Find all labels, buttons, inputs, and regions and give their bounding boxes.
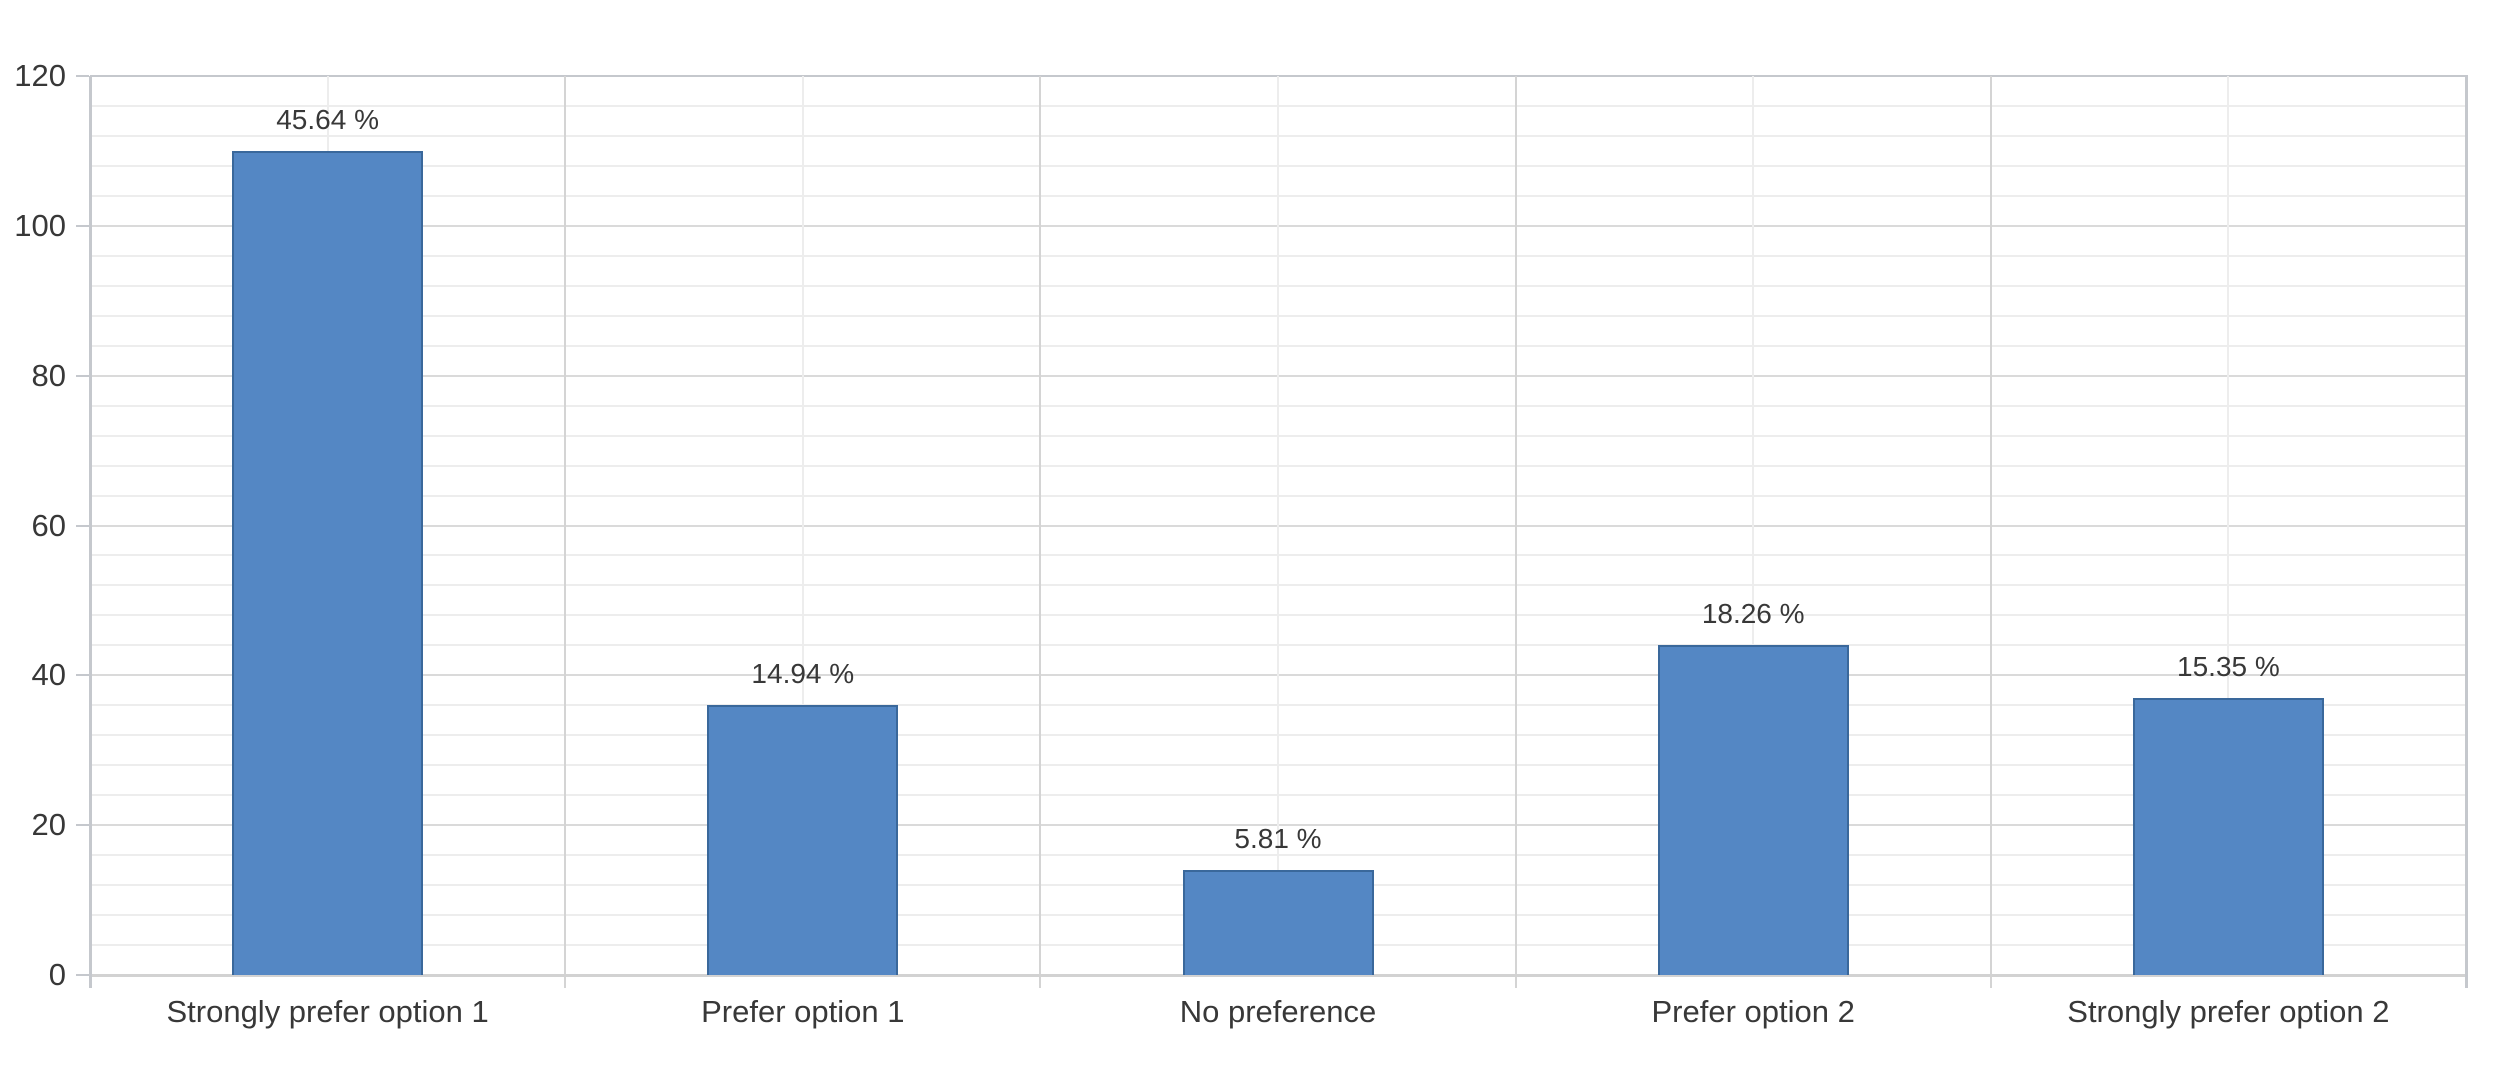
y-tick-label: 40 [31,657,66,693]
minor-gridline-vertical [2227,76,2230,975]
category-label: Prefer option 1 [701,994,905,1029]
bar-value-label: 15.35 % [2177,650,2280,682]
minor-gridline-vertical [1277,76,1279,975]
y-tick-label: 80 [31,357,66,393]
bar-value-label: 14.94 % [751,658,855,690]
bar [1182,870,1374,975]
y-tick-mark [76,224,89,227]
plot-right-border [2465,76,2468,988]
category-boundary-gridline [1039,76,1042,988]
y-tick-label: 0 [48,957,66,992]
y-tick-mark [76,824,89,827]
bar [1657,645,1849,975]
category-label: No preference [1179,994,1377,1029]
minor-gridline-vertical [1752,76,1755,975]
bar-value-label: 5.81 % [1234,823,1322,855]
y-tick-label: 20 [31,807,66,843]
category-boundary-gridline [564,76,567,988]
category-label: Strongly prefer option 1 [166,994,489,1029]
bar [707,705,899,975]
minor-gridline-vertical [801,76,804,975]
y-tick-mark [76,75,89,77]
y-tick-label: 100 [14,207,66,243]
y-tick-mark [76,974,89,976]
category-label: Strongly prefer option 2 [2067,994,2390,1029]
bar [2132,697,2324,975]
category-boundary-gridline [1989,76,1992,988]
bar-value-label: 18.26 % [1701,598,1805,630]
y-tick-mark [76,524,89,527]
y-tick-mark [76,674,89,677]
y-axis-line [89,76,92,988]
y-tick-label: 120 [14,58,66,93]
category-boundary-gridline [1514,76,1517,988]
category-label: Prefer option 2 [1651,994,1855,1029]
y-tick-mark [76,374,89,377]
y-tick-label: 60 [31,507,66,543]
x-axis-line [90,974,2468,977]
bar-value-label: 45.64 % [276,103,379,135]
bar [232,150,424,975]
plot-top-border [90,75,2468,77]
